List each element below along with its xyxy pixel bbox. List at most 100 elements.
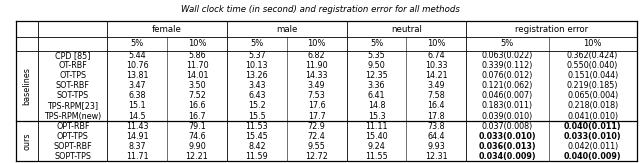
Text: 14.5: 14.5: [129, 111, 146, 121]
Text: 5.44: 5.44: [129, 51, 146, 60]
Text: 3.50: 3.50: [188, 81, 206, 90]
Text: 3.49: 3.49: [428, 81, 445, 90]
Text: 17.8: 17.8: [428, 111, 445, 121]
Text: 15.40: 15.40: [365, 132, 388, 141]
Text: 7.53: 7.53: [308, 91, 326, 100]
Text: 0.033(0.010): 0.033(0.010): [564, 132, 621, 141]
Text: 0.036(0.013): 0.036(0.013): [479, 142, 536, 151]
Text: 5.86: 5.86: [188, 51, 206, 60]
Text: 72.9: 72.9: [308, 122, 326, 131]
Text: 15.1: 15.1: [129, 102, 146, 111]
Text: 12.72: 12.72: [305, 152, 328, 161]
Text: 11.11: 11.11: [365, 122, 388, 131]
Text: 15.5: 15.5: [248, 111, 266, 121]
Text: 15.2: 15.2: [248, 102, 266, 111]
Text: 5%: 5%: [131, 39, 144, 48]
Text: 5%: 5%: [250, 39, 264, 48]
Text: 9.93: 9.93: [428, 142, 445, 151]
Text: 10.13: 10.13: [246, 61, 268, 70]
Text: SOT-TPS: SOT-TPS: [57, 91, 89, 100]
Text: 8.37: 8.37: [129, 142, 146, 151]
Text: 5.37: 5.37: [248, 51, 266, 60]
Text: 3.36: 3.36: [368, 81, 385, 90]
Text: 0.550(0.040): 0.550(0.040): [567, 61, 618, 70]
Text: 11.43: 11.43: [126, 122, 148, 131]
Text: 6.74: 6.74: [428, 51, 445, 60]
Text: OPT-RBF: OPT-RBF: [56, 122, 90, 131]
Text: 14.8: 14.8: [368, 102, 385, 111]
Text: 0.065(0.004): 0.065(0.004): [567, 91, 618, 100]
Text: 5%: 5%: [370, 39, 383, 48]
Text: 74.6: 74.6: [188, 132, 206, 141]
Text: 11.55: 11.55: [365, 152, 388, 161]
Text: 0.040(0.011): 0.040(0.011): [564, 122, 621, 131]
Text: 0.063(0.022): 0.063(0.022): [482, 51, 533, 60]
Text: OT-TPS: OT-TPS: [60, 71, 86, 80]
Text: ours: ours: [22, 133, 32, 150]
Text: 9.90: 9.90: [188, 142, 206, 151]
Text: 3.47: 3.47: [129, 81, 146, 90]
Text: 13.26: 13.26: [246, 71, 268, 80]
Text: 0.151(0.044): 0.151(0.044): [567, 71, 618, 80]
Text: 0.218(0.018): 0.218(0.018): [567, 102, 618, 111]
Text: 12.21: 12.21: [186, 152, 209, 161]
Text: 0.037(0.008): 0.037(0.008): [482, 122, 533, 131]
Text: 73.8: 73.8: [428, 122, 445, 131]
Text: 10%: 10%: [427, 39, 445, 48]
Text: 79.1: 79.1: [188, 122, 206, 131]
Text: 15.3: 15.3: [368, 111, 385, 121]
Text: SOPT-TPS: SOPT-TPS: [54, 152, 92, 161]
Text: TPS-RPM(new): TPS-RPM(new): [44, 111, 102, 121]
Text: 10%: 10%: [584, 39, 602, 48]
Text: OPT-TPS: OPT-TPS: [57, 132, 89, 141]
Text: 11.71: 11.71: [126, 152, 148, 161]
Text: female: female: [152, 25, 182, 34]
Text: 7.52: 7.52: [188, 91, 206, 100]
Text: 0.183(0.011): 0.183(0.011): [482, 102, 533, 111]
Text: 0.362(0.424): 0.362(0.424): [567, 51, 618, 60]
Text: 11.90: 11.90: [305, 61, 328, 70]
Text: 3.49: 3.49: [308, 81, 326, 90]
Text: 10%: 10%: [188, 39, 206, 48]
Text: 16.6: 16.6: [188, 102, 205, 111]
Text: 0.041(0.010): 0.041(0.010): [567, 111, 618, 121]
Text: 15.45: 15.45: [246, 132, 268, 141]
Text: 0.339(0.112): 0.339(0.112): [482, 61, 533, 70]
Text: Wall clock time (in second) and registration error for all methods: Wall clock time (in second) and registra…: [180, 5, 460, 14]
Text: 5%: 5%: [500, 39, 514, 48]
Text: 14.33: 14.33: [305, 71, 328, 80]
Text: baselines: baselines: [22, 67, 32, 105]
Text: 6.38: 6.38: [129, 91, 146, 100]
Text: TPS-RPM[23]: TPS-RPM[23]: [47, 102, 99, 111]
Text: 6.41: 6.41: [368, 91, 385, 100]
Text: 0.219(0.185): 0.219(0.185): [567, 81, 618, 90]
Text: 0.076(0.012): 0.076(0.012): [482, 71, 533, 80]
Text: 9.50: 9.50: [367, 61, 385, 70]
Text: 0.033(0.010): 0.033(0.010): [479, 132, 536, 141]
Text: 0.040(0.009): 0.040(0.009): [564, 152, 621, 161]
Text: 0.039(0.010): 0.039(0.010): [482, 111, 533, 121]
Text: 14.01: 14.01: [186, 71, 208, 80]
Text: SOT-RBF: SOT-RBF: [56, 81, 90, 90]
Text: OT-RBF: OT-RBF: [58, 61, 87, 70]
Text: 14.91: 14.91: [126, 132, 148, 141]
Text: 11.70: 11.70: [186, 61, 208, 70]
Text: 16.4: 16.4: [428, 102, 445, 111]
Text: 9.24: 9.24: [367, 142, 385, 151]
Text: neutral: neutral: [391, 25, 422, 34]
Text: 6.43: 6.43: [248, 91, 266, 100]
Text: 0.042(0.011): 0.042(0.011): [567, 142, 618, 151]
Text: 0.034(0.009): 0.034(0.009): [479, 152, 536, 161]
Text: 5.35: 5.35: [367, 51, 385, 60]
Text: 17.6: 17.6: [308, 102, 326, 111]
Text: 9.55: 9.55: [308, 142, 326, 151]
Text: CPD [85]: CPD [85]: [55, 51, 91, 60]
Text: 64.4: 64.4: [428, 132, 445, 141]
Text: 3.43: 3.43: [248, 81, 266, 90]
Text: 6.82: 6.82: [308, 51, 326, 60]
Text: SOPT-RBF: SOPT-RBF: [54, 142, 92, 151]
Text: 8.42: 8.42: [248, 142, 266, 151]
Text: male: male: [276, 25, 298, 34]
Text: 12.35: 12.35: [365, 71, 388, 80]
Text: 16.7: 16.7: [188, 111, 206, 121]
